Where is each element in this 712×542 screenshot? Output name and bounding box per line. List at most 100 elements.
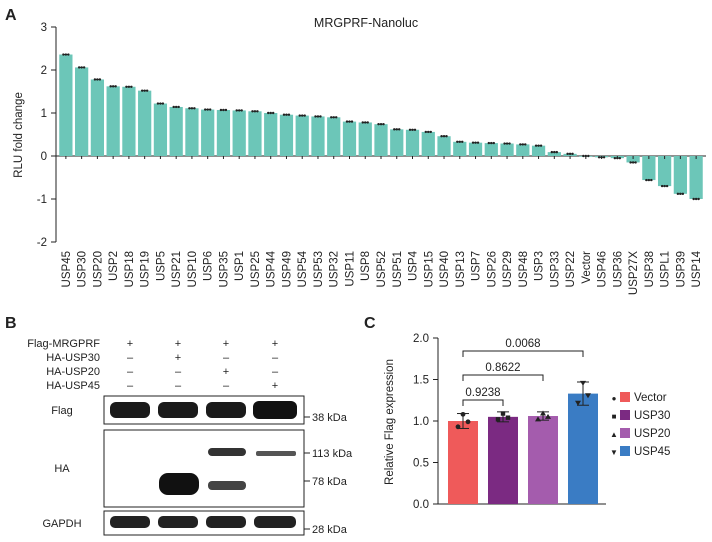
chart-c-legend-marker: ▼ [610, 448, 618, 457]
chart-c-bar [528, 416, 558, 504]
chart-c-p-value: 0.8622 [485, 362, 520, 374]
chart-a-replicate-point [143, 89, 146, 92]
chart-c-comparison-bracket [462, 374, 544, 381]
chart-a-replicate-point [679, 192, 682, 196]
band-gapdh-lane1 [110, 516, 150, 528]
chart-a-replicate-point [429, 130, 432, 134]
chart-a-replicate-point [618, 156, 622, 160]
chart-a-bar [106, 86, 120, 156]
chart-c-point [500, 411, 506, 416]
chart-a-bar [75, 67, 89, 156]
chart-c-y-tick-label: 0.5 [413, 458, 429, 470]
chart-a-replicate-point [408, 128, 412, 131]
chart-a-replicate-point [377, 122, 380, 126]
chart-a-bar [264, 113, 278, 156]
chart-a-replicate-point [285, 113, 288, 116]
chart-a-replicate-point [492, 141, 495, 145]
blot-mark: + [175, 338, 181, 350]
chart-a-x-tick-label: USP32 [329, 251, 341, 287]
chart-a-replicate-point [411, 128, 414, 131]
chart-a-replicate-point [427, 130, 430, 134]
chart-c-legend-marker: ● [612, 394, 617, 403]
chart-a-replicate-point [319, 115, 322, 118]
chart-c: Relative Flag expression 0.0 0.5 1.0 1.5 2.0… [384, 333, 670, 511]
chart-a: MRGPRF-Nanoluc RLU fold change -2 -1 0 1 2 3 U… [13, 16, 706, 295]
band-ha-lane3-113 [208, 448, 246, 456]
chart-c-comparison-bracket [462, 399, 504, 406]
chart-a-replicate-point [237, 109, 241, 112]
chart-a-replicate-point [93, 78, 97, 81]
chart-a-y-tick-label: 0 [41, 151, 47, 163]
chart-a-replicate-point [267, 111, 270, 115]
chart-a-bar [342, 121, 357, 156]
chart-a-x-tick-label: USP46 [597, 251, 609, 287]
chart-a-bar [689, 156, 703, 199]
chart-a-bar [421, 131, 435, 156]
chart-a-replicate-point [314, 115, 317, 118]
blot-row-label-flag: Flag [51, 405, 72, 417]
chart-a-replicate-point [109, 85, 112, 88]
chart-a-x-tick-label: USP44 [266, 250, 278, 287]
chart-a-replicate-point [550, 150, 554, 154]
chart-c-legend-marker: ▲ [610, 430, 618, 439]
chart-a-replicate-point [613, 156, 617, 160]
blot-mark: – [127, 380, 134, 392]
chart-a-bar [358, 122, 372, 156]
chart-a-replicate-point [676, 192, 680, 196]
panel-letter-a: A [5, 7, 17, 24]
chart-a-replicate-point [269, 111, 272, 115]
chart-a-replicate-point [474, 141, 477, 144]
blot-mark: – [223, 380, 230, 392]
chart-a-x-tick-label: USP19 [140, 251, 152, 287]
chart-a-replicate-point [382, 122, 385, 126]
chart-a-bar [232, 110, 246, 156]
chart-c-p-value: 0.0068 [505, 338, 540, 350]
chart-a-bar [642, 156, 656, 181]
band-gapdh-lane2 [158, 516, 198, 528]
chart-a-bar [657, 156, 672, 187]
panel-letter-c: C [364, 315, 376, 332]
chart-a-y-tick-label: 1 [41, 108, 47, 120]
chart-c-point [465, 419, 471, 425]
chart-a-x-tick-label: USP3 [534, 251, 546, 281]
chart-a-replicate-point [440, 135, 443, 138]
chart-a-replicate-point [224, 108, 228, 112]
chart-a-replicate-point [582, 154, 585, 158]
band-flag-lane3 [206, 402, 246, 418]
blot-condition-label-3: HA-USP20 [46, 366, 100, 378]
chart-c-point [545, 413, 551, 419]
chart-c-legend-label: USP30 [634, 410, 670, 422]
chart-a-replicate-point [301, 114, 304, 117]
chart-a-bar [531, 145, 546, 156]
chart-c-bar [568, 393, 598, 504]
chart-a-x-tick-label: USP45 [61, 251, 73, 287]
chart-a-replicate-point [645, 178, 648, 182]
chart-a-bar [405, 129, 420, 156]
chart-a-replicate-point [208, 108, 212, 111]
chart-a-x-tick-label: USP33 [549, 251, 561, 287]
chart-a-replicate-point [130, 85, 133, 88]
chart-a-x-tick-label: USP51 [392, 251, 404, 287]
chart-c-bar [448, 421, 478, 504]
chart-c-legend-marker: ■ [612, 412, 617, 421]
chart-a-bar [90, 79, 105, 156]
chart-a-bar [468, 142, 483, 156]
blot-mark: – [272, 366, 279, 378]
chart-a-x-tick-label: USP18 [124, 251, 136, 287]
chart-a-x-tick-label: USP52 [376, 251, 388, 287]
chart-a-replicate-point [316, 115, 320, 118]
chart-a-bar [484, 143, 498, 156]
chart-c-legend-label: USP20 [634, 428, 670, 440]
chart-a-x-tick-label: USP29 [502, 251, 514, 287]
chart-a-replicate-point [345, 120, 349, 123]
blot-row-label-ha: HA [54, 463, 70, 475]
chart-c-point [575, 400, 581, 406]
blot-condition-label-4: HA-USP45 [46, 380, 100, 392]
blot-mark: – [272, 352, 279, 364]
chart-a-bar [374, 124, 388, 156]
blot-mark: + [127, 338, 133, 350]
chart-a-replicate-point [361, 121, 364, 124]
chart-a-x-tick-label: USP21 [171, 251, 183, 287]
chart-a-x-tick-label: USP8 [360, 251, 372, 281]
chart-a-replicate-point [534, 144, 538, 147]
